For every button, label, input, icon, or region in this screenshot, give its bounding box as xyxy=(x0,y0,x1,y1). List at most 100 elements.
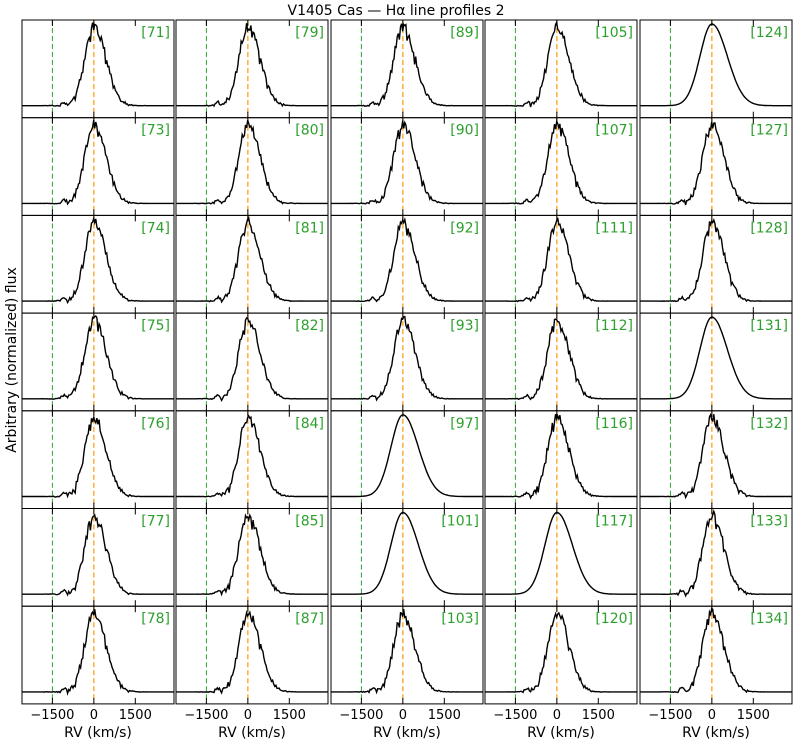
x-tick-label: −1500 xyxy=(648,708,692,723)
profile-panel: [120] xyxy=(484,605,638,705)
profile-panel: [78] xyxy=(21,605,175,705)
profile-line xyxy=(22,609,174,697)
spectrum-index-label: [133] xyxy=(750,514,788,530)
panel-frame xyxy=(484,605,638,705)
spectrum-index-label: [111] xyxy=(595,220,633,236)
x-tick-label: −1500 xyxy=(493,708,537,723)
panel-frame xyxy=(175,605,329,705)
x-tick-label: 0 xyxy=(553,708,561,723)
spectrum-index-label: [117] xyxy=(595,514,633,530)
profile-line xyxy=(640,508,792,598)
profile-panel: [74] xyxy=(21,214,175,314)
spectrum-index-label: [80] xyxy=(295,123,324,139)
profile-panel: [82] xyxy=(175,312,329,412)
spectrum-index-label: [73] xyxy=(141,123,170,139)
profile-line xyxy=(22,22,174,107)
x-axis-label: RV (km/s) xyxy=(527,725,595,741)
profile-line xyxy=(485,20,637,108)
profile-line xyxy=(640,121,792,206)
spectrum-index-label: [127] xyxy=(750,123,788,139)
profile-panel: [77] xyxy=(21,508,175,607)
profile-panel: [73] xyxy=(21,117,175,216)
profile-line xyxy=(331,609,483,695)
spectrum-index-label: [97] xyxy=(450,416,479,432)
profile-panel: [134] xyxy=(639,605,793,705)
profile-panel: [101] xyxy=(330,508,484,607)
profile-line xyxy=(176,316,328,403)
spectrum-index-label: [105] xyxy=(595,25,633,41)
profile-panel: [124] xyxy=(639,19,793,119)
profile-line xyxy=(22,215,174,305)
spectrum-index-label: [75] xyxy=(141,318,170,334)
x-tick-label: 0 xyxy=(399,708,407,723)
spectrum-index-label: [103] xyxy=(441,611,479,627)
profile-line xyxy=(176,119,328,205)
profile-panel: [127] xyxy=(639,117,793,216)
profile-line xyxy=(22,314,174,400)
spectrum-index-label: [92] xyxy=(450,220,479,236)
profile-line xyxy=(331,414,483,498)
spectrum-index-label: [78] xyxy=(141,611,170,627)
profile-panel: [81] xyxy=(175,214,329,314)
profile-line xyxy=(176,610,328,695)
spectrum-index-label: [77] xyxy=(141,514,170,530)
profile-panel: [128] xyxy=(639,214,793,314)
x-tick-label: 1500 xyxy=(582,708,615,723)
x-tick-label: −1500 xyxy=(184,708,228,723)
profile-panel: [87] xyxy=(175,605,329,705)
profile-panel: [111] xyxy=(484,214,638,314)
profile-panel: [80] xyxy=(175,117,329,216)
x-tick-label: 1500 xyxy=(119,708,152,723)
profile-line xyxy=(640,23,792,107)
x-tick-label: 0 xyxy=(708,708,716,723)
profile-line xyxy=(485,611,637,694)
profile-line xyxy=(485,318,637,401)
profile-line xyxy=(331,315,483,402)
profile-line xyxy=(176,414,328,498)
profile-panel: [112] xyxy=(484,312,638,412)
x-tick-label: 1500 xyxy=(428,708,461,723)
profile-panel: [117] xyxy=(484,508,638,607)
spectrum-index-label: [101] xyxy=(441,514,479,530)
profile-line xyxy=(176,513,328,597)
profile-line xyxy=(176,216,328,304)
x-tick-label: 1500 xyxy=(273,708,306,723)
panel-grid: [71] [73] [74] [75] [76] [77] [78] [79] [80] [81]… xyxy=(21,19,793,705)
x-axis-label: RV (km/s) xyxy=(373,725,441,741)
profile-line xyxy=(485,511,637,595)
spectrum-index-label: [134] xyxy=(750,611,788,627)
x-tick-label: −1500 xyxy=(30,708,74,723)
spectrum-index-label: [87] xyxy=(295,611,324,627)
spectrum-index-label: [90] xyxy=(450,123,479,139)
spectrum-index-label: [116] xyxy=(595,416,633,432)
profile-line xyxy=(640,607,792,694)
profile-panel: [93] xyxy=(330,312,484,412)
spectrum-index-label: [76] xyxy=(141,416,170,432)
profile-line xyxy=(22,416,174,499)
x-tick-label: 0 xyxy=(90,708,98,723)
panel-frame xyxy=(639,605,793,705)
x-axis-label: RV (km/s) xyxy=(64,725,132,741)
profile-panel: [90] xyxy=(330,117,484,216)
spectrum-index-label: [71] xyxy=(141,25,170,41)
profile-line xyxy=(485,217,637,303)
spectrum-index-label: [128] xyxy=(750,220,788,236)
profile-line xyxy=(22,119,174,206)
spectrum-index-label: [85] xyxy=(295,514,324,530)
profile-panel: [131] xyxy=(639,312,793,412)
spectrum-index-label: [81] xyxy=(295,220,324,236)
profile-line xyxy=(331,120,483,205)
profile-line xyxy=(640,412,792,500)
spectrum-index-label: [82] xyxy=(295,318,324,334)
profile-panel: [132] xyxy=(639,410,793,509)
x-tick-label: −1500 xyxy=(339,708,383,723)
profile-panel: [89] xyxy=(330,19,484,119)
spectrum-index-label: [112] xyxy=(595,318,633,334)
panel-frame xyxy=(330,605,484,705)
x-tick-label: 0 xyxy=(244,708,252,723)
spectrum-index-label: [74] xyxy=(141,220,170,236)
spectrum-index-label: [79] xyxy=(295,25,324,41)
profile-panel: [133] xyxy=(639,508,793,607)
spectrum-index-label: [107] xyxy=(595,123,633,139)
